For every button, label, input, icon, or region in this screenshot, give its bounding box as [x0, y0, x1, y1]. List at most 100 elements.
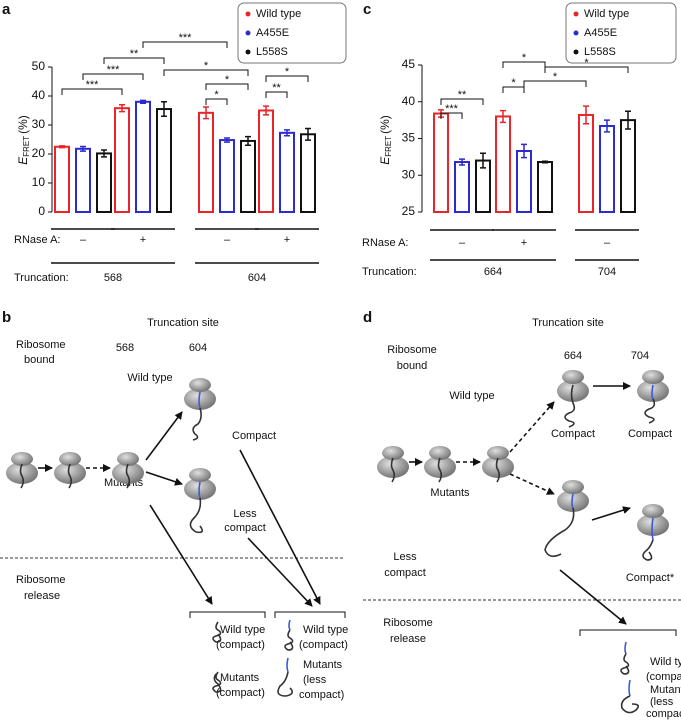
truncation-label: 704: [598, 266, 616, 278]
y-tick-label: 35: [402, 131, 416, 145]
chain: [212, 621, 222, 693]
significance-label: ***: [86, 79, 100, 91]
ribosome: [184, 388, 216, 410]
label: Compact: [628, 428, 672, 440]
y-axis-label: EFRET (%): [16, 115, 31, 165]
chain: [67, 463, 73, 489]
chain: [642, 539, 654, 561]
label: release: [390, 633, 426, 645]
error-bar: [224, 137, 230, 143]
error-bar: [59, 145, 65, 149]
label: (compact): [216, 687, 265, 699]
legend-marker: [573, 49, 579, 55]
arrow: [247, 537, 313, 607]
significance-label: **: [130, 48, 139, 60]
significance-label: *: [511, 77, 516, 89]
chain: [19, 463, 25, 489]
bar: [96, 152, 112, 213]
label: Ribosome: [16, 339, 66, 351]
bar: [599, 125, 615, 213]
chain: [198, 481, 201, 499]
significance-label: *: [214, 89, 219, 101]
bar: [135, 100, 151, 213]
x-tick-label: +: [521, 237, 527, 249]
y-tick-label: 10: [32, 175, 46, 189]
row-label: RNase A:: [362, 237, 408, 249]
chain: [125, 463, 131, 489]
ribosome: [482, 456, 514, 478]
panel-d: Truncation site Ribosome bound 664 704 W…: [363, 317, 681, 720]
ribosome: [562, 480, 584, 494]
legend-marker: [573, 30, 579, 36]
significance-bracket: [205, 83, 249, 90]
significance-label: *: [285, 66, 290, 78]
legend-label: Wild type: [256, 8, 301, 20]
significance-bracket: [502, 61, 546, 68]
ribosome: [642, 504, 664, 518]
bar: [516, 149, 532, 213]
label: Less: [233, 508, 257, 520]
bar: [156, 108, 172, 213]
label: Mutants: [303, 659, 343, 671]
y-axis-label: EFRET (%): [378, 115, 393, 165]
label: (compact): [646, 671, 681, 683]
chain: [198, 391, 201, 409]
label: Less: [393, 551, 417, 563]
significance-bracket: [265, 91, 288, 98]
label: Mutants: [430, 487, 470, 499]
label: Ribosome: [387, 344, 437, 356]
error-bar: [245, 135, 251, 147]
significance-label: *: [204, 60, 209, 72]
legend-label: L558S: [584, 46, 616, 58]
arrow: [239, 449, 321, 605]
panel-letter: a: [2, 1, 11, 18]
label: release: [24, 590, 60, 602]
row-label: Truncation:: [14, 272, 69, 284]
ribosome: [557, 490, 589, 512]
significance-bracket: [544, 66, 629, 73]
ribosome: [54, 462, 86, 484]
significance-bracket: [440, 112, 463, 119]
arrow: [591, 506, 631, 521]
ribosome: [637, 514, 669, 536]
y-tick-label: 40: [32, 88, 46, 102]
arrow: [145, 411, 183, 461]
row-label: RNase A:: [14, 234, 60, 246]
label: Wild type: [127, 372, 172, 384]
arrow: [509, 473, 555, 495]
error-bar: [161, 101, 167, 118]
error-bar: [625, 110, 631, 130]
significance-bracket: [440, 98, 484, 105]
significance-bracket: [523, 80, 587, 87]
y-tick-label: 40: [402, 94, 416, 108]
significance-bracket: [502, 86, 525, 93]
label: 664: [564, 350, 582, 362]
significance-bracket: [82, 73, 144, 80]
bar: [578, 113, 594, 213]
label: Mutants: [650, 684, 681, 696]
y-label-unit: (%): [16, 115, 30, 134]
chain: [390, 457, 396, 483]
chain: [620, 653, 630, 675]
panel-letter: d: [363, 309, 372, 326]
row-label: Truncation:: [362, 266, 417, 278]
ribosome: [189, 378, 211, 392]
label: Compact*: [626, 572, 675, 584]
chain: [286, 657, 289, 673]
chain: [288, 619, 291, 631]
significance-bracket: [103, 57, 165, 64]
bar: [75, 147, 91, 213]
error-bar: [80, 145, 86, 152]
y-tick-label: 50: [32, 59, 46, 73]
label: 568: [116, 342, 134, 354]
bar: [114, 107, 130, 213]
label: Wild type: [220, 624, 265, 636]
legend-label: A455E: [584, 27, 617, 39]
chain: [651, 384, 654, 400]
chain: [192, 407, 202, 441]
ribosome: [424, 456, 456, 478]
chain: [644, 398, 656, 424]
legend-label: L558S: [256, 46, 288, 58]
arrow: [145, 471, 183, 486]
